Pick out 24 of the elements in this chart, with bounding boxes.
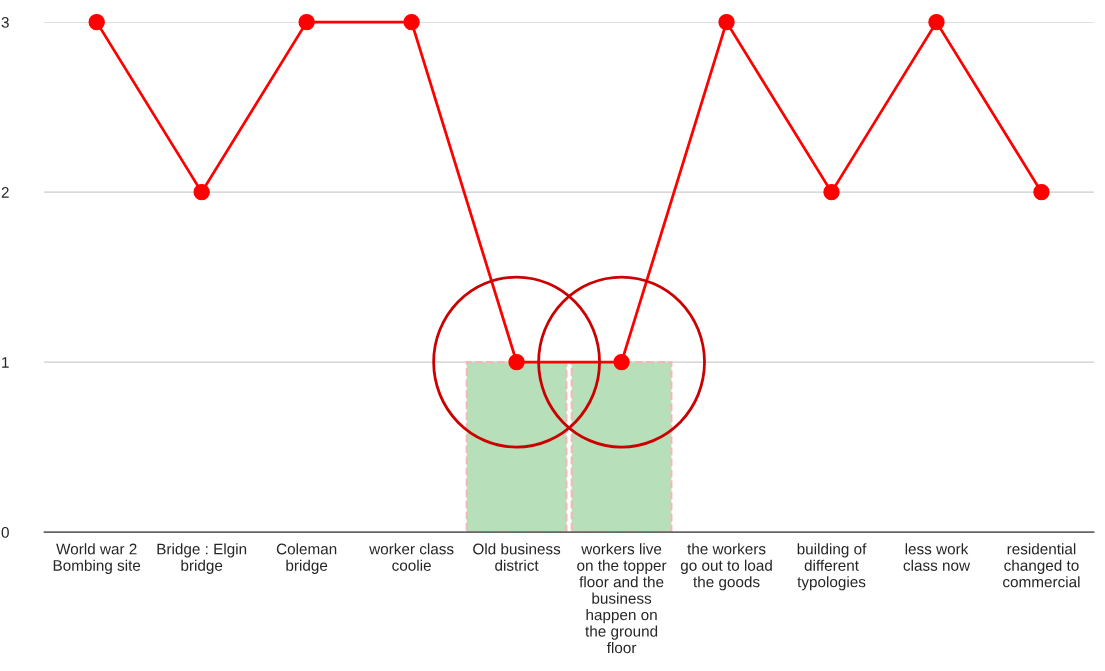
y-tick-label: 3	[1, 17, 9, 28]
y-tick-label: 0	[1, 526, 9, 538]
x-tick-label: less work class now	[903, 543, 971, 571]
x-tick-label: Old business district	[473, 543, 561, 571]
y-tick-label: 1	[2, 357, 9, 368]
point	[928, 13, 945, 31]
x-tick-label: World war 2 Bombing site	[53, 543, 141, 574]
x-tick-label: the workers go out to load the goods	[680, 543, 772, 591]
point	[1033, 183, 1050, 201]
point	[508, 353, 525, 371]
x-tick-label: Bridge : Elgin bridge	[157, 543, 247, 574]
point	[823, 183, 840, 201]
point	[298, 13, 315, 31]
point	[613, 353, 630, 371]
point	[193, 183, 210, 201]
x-tick-label: residential changed to commercial	[1003, 543, 1080, 588]
x-tick-label: building of different typologies	[797, 543, 867, 591]
point	[88, 13, 105, 31]
x-tick-label: workers live on the topper floor and the business happen on the ground floor	[577, 543, 667, 654]
x-tick-label: worker class coolie	[369, 543, 454, 571]
x-tick-label: Coleman bridge	[276, 543, 337, 574]
y-tick-label: 2	[1, 187, 9, 198]
point	[403, 13, 420, 31]
point	[718, 13, 735, 31]
